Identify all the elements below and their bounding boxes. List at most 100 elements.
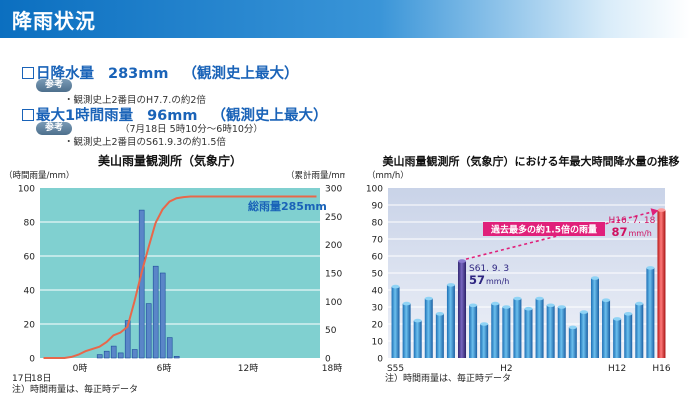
bar-top-cap <box>557 305 566 309</box>
checkbox-icon <box>22 67 34 79</box>
y-tick-label: 90 <box>372 202 384 212</box>
annual-max-bar <box>435 313 444 358</box>
y-tick-label: 60 <box>372 253 384 263</box>
x-tick-label: 18時 <box>322 363 342 374</box>
y-tick-label: 20 <box>372 321 384 331</box>
y-tick-label: 80 <box>24 219 36 229</box>
bar-top-cap <box>435 312 444 316</box>
y2-axis-label: （累計雨量/mm） <box>286 170 345 181</box>
h16-value-label: 87 <box>611 225 627 239</box>
increase-callout-box <box>483 222 605 236</box>
bar-top-cap <box>513 296 522 301</box>
bar-top-cap <box>424 296 433 301</box>
header-bar: 降雨状況 <box>0 0 690 38</box>
daily-rainfall-fact: 日降水量 283mm （観測史上最大） <box>22 62 299 83</box>
annual-max-bar <box>424 298 433 358</box>
y2-tick-label: 250 <box>325 213 342 223</box>
annual-max-bar <box>602 300 611 358</box>
fact-remark: （観測史上最大） <box>211 108 328 124</box>
annual-max-bar <box>613 318 622 358</box>
bar-top-cap <box>535 296 544 301</box>
annual-max-bar <box>535 298 544 358</box>
chart-footnote: 注）時間雨量は、毎正時データ <box>385 372 511 384</box>
y2-tick-label: 200 <box>325 241 342 251</box>
annual-max-bar <box>458 261 467 358</box>
fact-label: 日降水量 <box>36 66 94 82</box>
fact-label: 最大1時間雨量 <box>36 108 134 124</box>
bar-top-cap <box>602 298 611 302</box>
hourly-rainfall-bar <box>159 272 166 359</box>
annual-max-bar <box>657 210 666 358</box>
chart-title: 美山雨量観測所（気象庁） <box>98 153 242 168</box>
hourly-rainfall-bar <box>152 265 159 359</box>
bar-top-cap <box>402 301 411 306</box>
reference-note: ・観測史上2番目のS61.9.3の約1.5倍 <box>64 137 226 148</box>
annual-max-bar <box>646 267 655 358</box>
reference-tag: 参考 <box>36 122 72 135</box>
bar-top-cap <box>635 301 644 306</box>
checkbox-icon <box>22 109 34 121</box>
y2-tick-label: 0 <box>325 355 331 365</box>
annual-max-rainfall-chart: 美山雨量観測所（気象庁）における年最大時間降水量の推移 （mm/h） 過去最多の… <box>366 154 680 384</box>
annual-max-bar <box>391 286 400 358</box>
hourly-rainfall-bar <box>124 320 131 359</box>
y-tick-label: 0 <box>29 355 35 365</box>
bar-top-cap <box>446 283 455 287</box>
hourly-rainfall-bar <box>117 352 124 359</box>
bar-top-cap <box>524 306 533 311</box>
annual-max-bar <box>513 298 522 358</box>
hourly-rainfall-bar <box>145 303 152 359</box>
reference-tag: 参考 <box>36 79 72 92</box>
hourly-rainfall-chart: 美山雨量観測所（気象庁） （時間雨量/mm） （累計雨量/mm） 総雨量285m… <box>4 153 345 395</box>
y2-tick-label: 100 <box>325 298 342 308</box>
bar-top-cap <box>469 303 478 308</box>
x-tick-label: H2 <box>500 364 512 374</box>
bar-top-cap <box>491 301 500 306</box>
cumulative-rainfall-line <box>43 195 317 359</box>
y-tick-label: 30 <box>372 304 384 314</box>
hourly-rainfall-bar <box>131 349 138 359</box>
increase-callout-text: 過去最多の約1.5倍の雨量 <box>490 224 597 236</box>
x-tick-label: H12 <box>608 364 626 374</box>
h16-date-label: H16. 7. 18 <box>608 216 655 226</box>
chart-footnote: 注）時間雨量は、毎正時データ <box>12 383 138 395</box>
bar-top-cap <box>502 305 511 309</box>
bar-top-cap <box>391 284 400 289</box>
hourly-rainfall-fact: 最大1時間雨量 96mm （観測史上最大） <box>22 104 328 125</box>
date-label-17: 17日 <box>12 373 32 384</box>
x-tick-label: 12時 <box>238 363 258 374</box>
x-tick-label: 6時 <box>157 363 172 374</box>
fact-remark: （観測史上最大） <box>182 66 299 82</box>
y-tick-label: 70 <box>372 236 384 246</box>
plot-area <box>40 188 320 358</box>
page-title: 降雨状況 <box>12 9 96 33</box>
x-tick-label: S55 <box>387 364 404 374</box>
y-axis-label: （mm/h） <box>367 170 409 181</box>
y2-tick-label: 50 <box>325 326 337 336</box>
x-tick-label: 0時 <box>73 363 88 374</box>
annual-max-bar <box>557 307 566 358</box>
bar-top-cap <box>458 259 467 263</box>
bar-top-cap <box>646 266 655 270</box>
annual-max-bar <box>480 324 489 358</box>
bar-top-cap <box>613 317 622 321</box>
annual-max-bar <box>590 278 599 358</box>
annual-max-bar <box>546 305 555 358</box>
y-axis-label: （時間雨量/mm） <box>4 170 74 181</box>
reference-note: ・観測史上2番目のH7.7.の約2倍 <box>64 95 206 106</box>
bar-top-cap <box>413 318 422 323</box>
annual-max-bar <box>568 327 577 358</box>
y-tick-label: 10 <box>372 338 384 348</box>
cumulative-legend-label: 総雨量285mm <box>248 199 327 213</box>
annual-max-bar <box>402 303 411 358</box>
annual-max-bar <box>524 308 533 358</box>
hourly-rainfall-bar <box>166 337 173 359</box>
y-tick-label: 40 <box>24 287 36 297</box>
y2-tick-label: 150 <box>325 270 342 280</box>
s61-value-label: 57 <box>469 273 485 287</box>
arrow-head-icon <box>650 208 659 216</box>
annual-max-bar <box>579 312 588 358</box>
annual-max-bar <box>502 307 511 358</box>
hourly-rainfall-bar <box>138 209 145 359</box>
annual-max-bar <box>469 305 478 358</box>
